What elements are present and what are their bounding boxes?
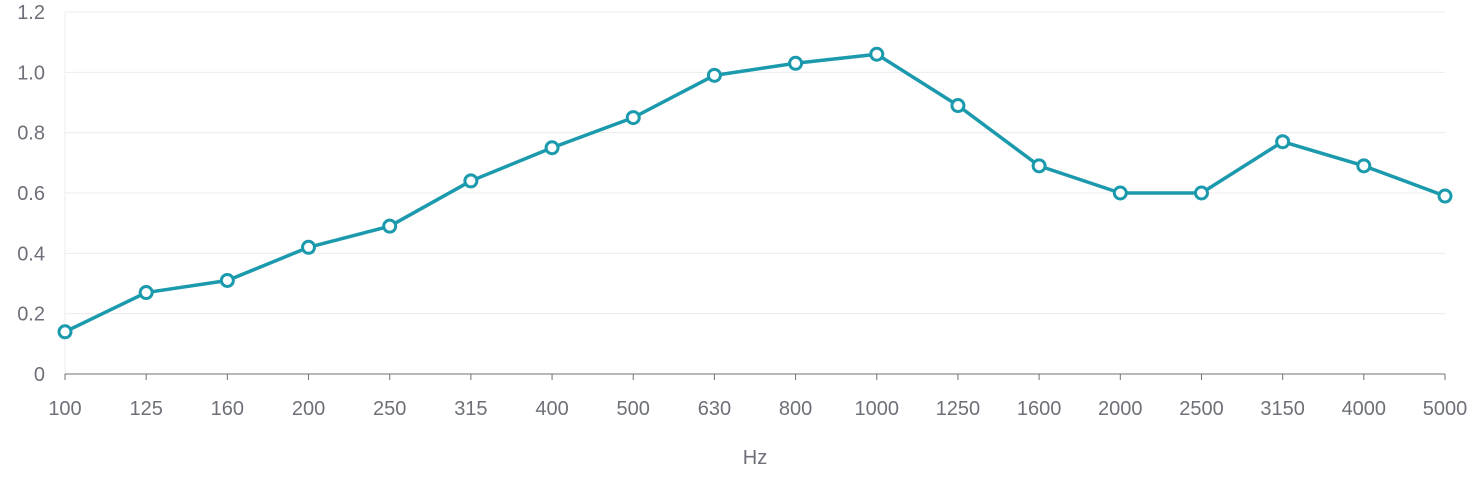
- x-tick-label: 1600: [1017, 398, 1062, 420]
- data-point[interactable]: [1031, 158, 1047, 174]
- data-point[interactable]: [1437, 188, 1453, 204]
- data-point[interactable]: [706, 67, 722, 83]
- x-axis-title: Hz: [743, 447, 767, 469]
- axes: [64, 12, 1445, 375]
- y-tick-label: 0.6: [17, 183, 45, 205]
- y-tick-label: 1.2: [17, 2, 45, 24]
- data-point[interactable]: [950, 98, 966, 114]
- data-point[interactable]: [1356, 158, 1372, 174]
- x-tick-label: 1250: [936, 398, 981, 420]
- x-tick-label: 160: [211, 398, 244, 420]
- y-tick-label: 0: [34, 364, 45, 386]
- data-point[interactable]: [1112, 185, 1128, 201]
- data-point[interactable]: [1275, 134, 1291, 150]
- data-point[interactable]: [625, 110, 641, 126]
- x-tick-label: 3150: [1260, 398, 1305, 420]
- x-axis-ticks: 100 125 160 200 250 315 400 500 630 800 1000 1250 16…: [48, 374, 1467, 420]
- data-point[interactable]: [57, 324, 73, 340]
- x-tick-label: 315: [454, 398, 487, 420]
- y-tick-label: 1.0: [17, 62, 45, 84]
- x-tick-label: 125: [129, 398, 162, 420]
- series-line: [63, 52, 1447, 334]
- x-tick-label: 2000: [1098, 398, 1143, 420]
- data-point[interactable]: [301, 239, 317, 255]
- x-tick-label: 4000: [1342, 398, 1387, 420]
- data-points: [57, 46, 1453, 340]
- x-tick-label: 500: [617, 398, 650, 420]
- x-tick-label: 100: [48, 398, 81, 420]
- data-point[interactable]: [382, 218, 398, 234]
- data-point[interactable]: [463, 173, 479, 189]
- x-tick-label: 1000: [855, 398, 900, 420]
- x-tick-label: 800: [779, 398, 812, 420]
- y-tick-label: 0.4: [17, 243, 45, 265]
- y-tick-label: 0.2: [17, 304, 45, 326]
- y-axis-ticks: 0 0.2 0.4 0.6 0.8 1.0 1.2: [17, 2, 45, 386]
- y-tick-label: 0.8: [17, 123, 45, 145]
- data-point[interactable]: [788, 55, 804, 71]
- data-point[interactable]: [544, 140, 560, 156]
- data-point[interactable]: [869, 46, 885, 62]
- x-tick-label: 630: [698, 398, 731, 420]
- x-tick-label: 2500: [1179, 398, 1224, 420]
- x-tick-label: 250: [373, 398, 406, 420]
- grid-lines: [65, 11, 1445, 315]
- data-point[interactable]: [219, 272, 235, 288]
- x-tick-label: 200: [292, 398, 325, 420]
- series-line-layer: [63, 52, 1447, 334]
- data-point[interactable]: [138, 285, 154, 301]
- x-tick-label: 400: [535, 398, 568, 420]
- data-point[interactable]: [1193, 185, 1209, 201]
- x-tick-label: 5000: [1423, 398, 1468, 420]
